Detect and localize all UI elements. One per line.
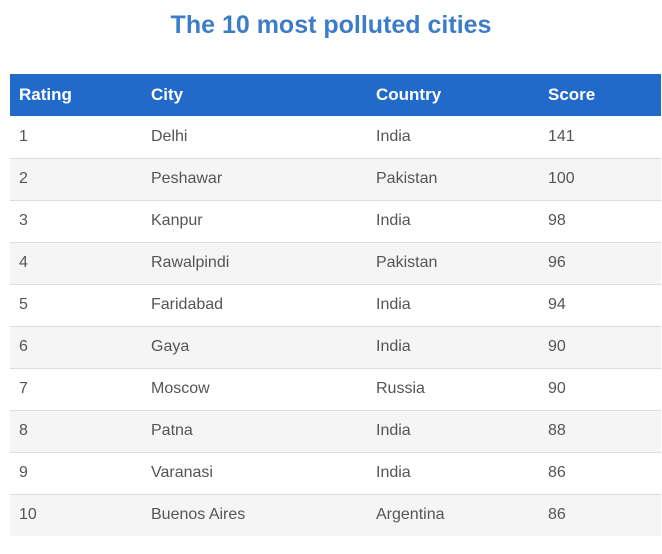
table-row: 6 Gaya India 90: [10, 326, 661, 368]
cell-rating: 7: [19, 380, 28, 397]
cell-city: Rawalpindi: [151, 254, 230, 271]
cell-score: 100: [548, 170, 575, 187]
cell-score: 94: [548, 296, 566, 313]
cell-country: India: [376, 422, 411, 439]
cell-score: 141: [548, 127, 575, 145]
cell-country: Pakistan: [376, 170, 438, 187]
cell-rating: 10: [19, 506, 37, 524]
cell-rating: 1: [19, 127, 28, 145]
cell-score: 90: [548, 338, 566, 355]
table-row: 9 Varanasi India 86: [10, 452, 661, 494]
cell-score: 90: [548, 380, 566, 397]
cell-city: Peshawar: [151, 170, 223, 187]
cell-rating: 4: [19, 254, 28, 271]
cell-country: Argentina: [376, 506, 445, 524]
cell-city: Kanpur: [151, 212, 203, 229]
table-row: 2 Peshawar Pakistan 100: [10, 158, 661, 200]
cell-score: 86: [548, 506, 566, 524]
cell-city: Buenos Aires: [151, 506, 246, 524]
cell-city: Patna: [151, 422, 193, 439]
cell-rating: 9: [19, 464, 28, 481]
cell-country: India: [376, 212, 411, 229]
cell-rating: 3: [19, 212, 28, 229]
column-header-city: City: [151, 85, 184, 104]
cell-country: Pakistan: [376, 254, 438, 271]
column-header-rating: Rating: [19, 85, 72, 104]
table-row: 1 Delhi India 141: [10, 116, 661, 158]
cell-country: India: [376, 296, 411, 313]
polluted-cities-table: Rating City Country Score 1 Delhi India …: [10, 74, 661, 536]
cell-score: 86: [548, 464, 566, 481]
cell-score: 98: [548, 212, 566, 229]
cell-country: India: [376, 464, 411, 481]
cell-city: Gaya: [151, 338, 190, 355]
cell-rating: 8: [19, 422, 28, 439]
cell-country: India: [376, 338, 411, 355]
cell-city: Varanasi: [151, 464, 213, 481]
cell-city: Delhi: [151, 127, 188, 145]
cell-score: 96: [548, 254, 566, 271]
column-header-country: Country: [376, 85, 442, 104]
cell-city: Moscow: [151, 380, 210, 397]
table-row: 7 Moscow Russia 90: [10, 368, 661, 410]
cell-city: Faridabad: [151, 296, 224, 313]
cell-rating: 6: [19, 338, 28, 355]
cell-country: Russia: [376, 380, 425, 397]
table-row: 10 Buenos Aires Argentina 86: [10, 494, 661, 536]
cell-country: India: [376, 127, 411, 145]
table-row: 3 Kanpur India 98: [10, 200, 661, 242]
table-row: 8 Patna India 88: [10, 410, 661, 452]
column-header-score: Score: [548, 85, 596, 104]
cell-rating: 5: [19, 296, 28, 313]
cell-rating: 2: [19, 170, 28, 187]
cell-score: 88: [548, 422, 566, 439]
table-row: 5 Faridabad India 94: [10, 284, 661, 326]
page-title: The 10 most polluted cities: [170, 11, 492, 39]
table-row: 4 Rawalpindi Pakistan 96: [10, 242, 661, 284]
table-header-row: Rating City Country Score: [10, 74, 661, 116]
